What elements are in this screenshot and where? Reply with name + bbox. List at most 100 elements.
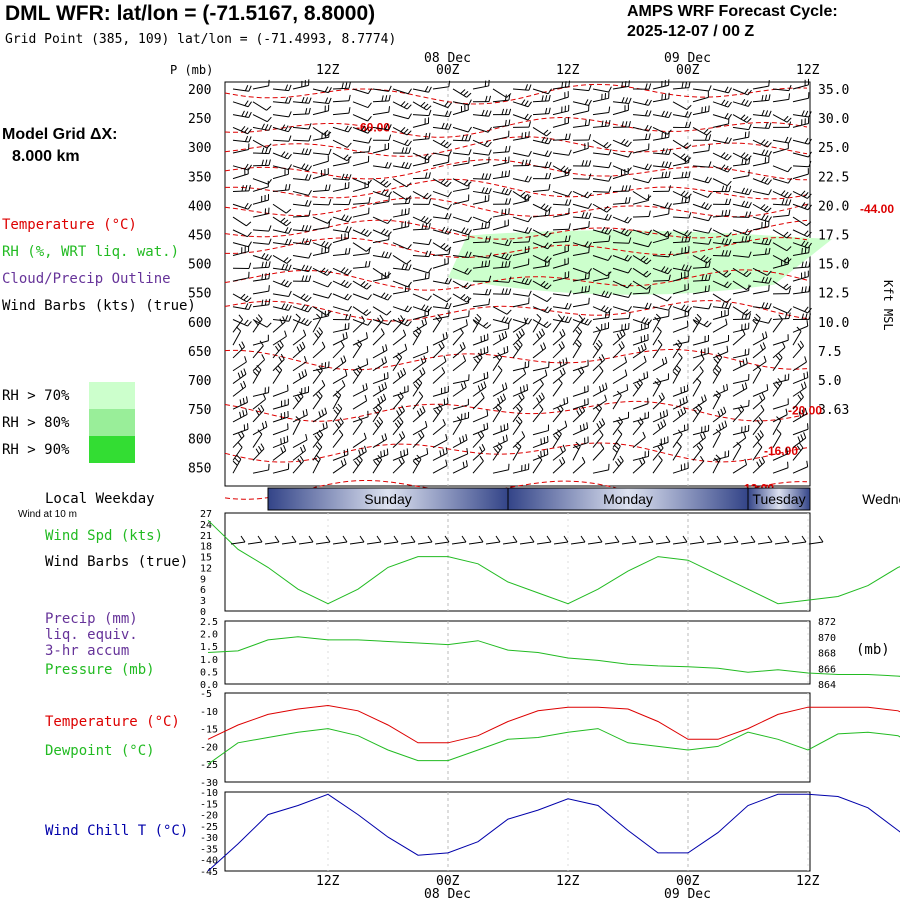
kft-tick-label: 17.5: [818, 229, 849, 244]
wind-barb-flag: [614, 535, 620, 543]
legend-rh: RH (%, WRT liq. wat.): [2, 244, 180, 260]
pressure-tick-label: 350: [188, 170, 211, 185]
wind-barb-flag: [583, 423, 585, 430]
wind-barb: [272, 267, 289, 271]
wind-barb: [570, 541, 586, 545]
wind-barb-flag: [636, 381, 641, 387]
wind-barb-flag: [508, 318, 512, 324]
wind-barb: [552, 346, 565, 359]
wind-barb: [672, 467, 689, 474]
wind-barb-flag: [688, 121, 692, 128]
wind-barb-flag: [523, 385, 525, 392]
wind-barb-flag: [426, 448, 429, 455]
wind-barb-flag: [704, 176, 709, 183]
wind-barb-flag: [517, 416, 523, 422]
wind-barb-flag: [341, 214, 346, 220]
wind-barb: [632, 319, 649, 326]
wind-barb-flag: [346, 448, 349, 455]
wind-barb: [332, 216, 349, 223]
wind-barb-flag: [260, 443, 265, 450]
wind-barb-flag: [304, 225, 309, 232]
wind-barb-flag: [622, 329, 626, 335]
wind-barb-flag: [244, 356, 247, 363]
wind-barb: [392, 165, 409, 170]
wind-barb: [452, 178, 468, 187]
wind-barb-flag: [474, 316, 480, 322]
wind-barb: [292, 126, 309, 130]
wind-barb-flag: [240, 383, 244, 389]
wind-barb: [412, 242, 429, 246]
wind-barb-flag: [584, 99, 589, 105]
wind-barb: [512, 280, 529, 286]
wind-barb-flag: [721, 302, 725, 308]
wind-barb-flag: [601, 354, 606, 360]
wind-barb-flag: [407, 244, 412, 250]
wind-barb: [752, 421, 764, 436]
wind-barb-flag: [446, 181, 452, 187]
wind-barb: [592, 293, 609, 299]
wind-barb: [352, 88, 369, 95]
wind-barb-flag: [444, 277, 449, 284]
wind-barb: [552, 240, 569, 244]
wind-barb: [732, 241, 750, 244]
wind-barb-flag: [419, 369, 423, 376]
wind-barb: [552, 433, 562, 448]
wind-barb: [292, 361, 307, 372]
weekday-label: Tuesday: [752, 491, 805, 507]
wind-barb-flag: [386, 448, 389, 455]
wind-barb-flag: [264, 147, 268, 154]
wind-barb: [572, 410, 586, 423]
wind-barb-flag: [727, 101, 732, 108]
wind-barb-flag: [488, 149, 492, 156]
wind-barb: [472, 190, 489, 195]
wind-barb-flag: [786, 258, 792, 264]
wind-barb: [692, 165, 709, 168]
wind-barb-flag: [241, 110, 245, 117]
wind-barb-flag: [268, 124, 272, 131]
wind-barb-flag: [564, 316, 569, 323]
wind-barb-flag: [506, 423, 509, 430]
wind-barb-flag: [325, 535, 331, 543]
wind-barb-flag: [376, 535, 382, 543]
wind-barb: [532, 280, 548, 290]
wind-barb-flag: [768, 94, 771, 101]
wind-barb-flag: [486, 371, 489, 378]
wind-barb: [692, 266, 709, 269]
wind-barb: [252, 199, 269, 205]
wind-barb: [272, 173, 289, 180]
wind-barb-flag: [365, 332, 368, 339]
wind-barb: [432, 318, 443, 333]
wind-barb-flag: [460, 294, 466, 299]
wind-barb-flag: [584, 286, 587, 293]
wind-barb-flag: [467, 126, 472, 133]
wind-barb-flag: [604, 394, 607, 401]
wind-barb: [492, 213, 509, 218]
wind-barb-flag: [704, 203, 709, 209]
wind-barb-flag: [801, 110, 805, 117]
wind-barb-flag: [740, 404, 745, 411]
wind-barb-flag: [581, 456, 586, 463]
wind-barb: [472, 339, 489, 346]
wind-barb-flag: [506, 93, 512, 98]
wind-barb-flag: [664, 202, 669, 208]
wind-barb: [272, 229, 289, 234]
wind-barb-flag: [723, 281, 729, 287]
wind-barb-flag: [728, 185, 732, 192]
wind-barb-flag: [748, 202, 752, 208]
wind-barb-flag: [800, 190, 806, 196]
wind-barb: [552, 110, 569, 116]
wind-barb-flag: [596, 423, 600, 429]
wind-barb: [553, 541, 569, 545]
wind-barb: [372, 178, 387, 188]
wind-barb: [732, 405, 749, 410]
wind-barb-flag: [781, 198, 785, 205]
wind-barb-flag: [264, 124, 269, 130]
wind-barb-flag: [468, 99, 472, 106]
wind-barb: [732, 409, 745, 423]
wind-barb-flag: [698, 442, 704, 449]
pressure-tick-label: 250: [188, 112, 211, 127]
wind-barb-flag: [448, 110, 452, 117]
wind-barb: [392, 390, 409, 397]
wind-barb-flag: [357, 365, 363, 371]
wind-barb: [252, 369, 262, 384]
